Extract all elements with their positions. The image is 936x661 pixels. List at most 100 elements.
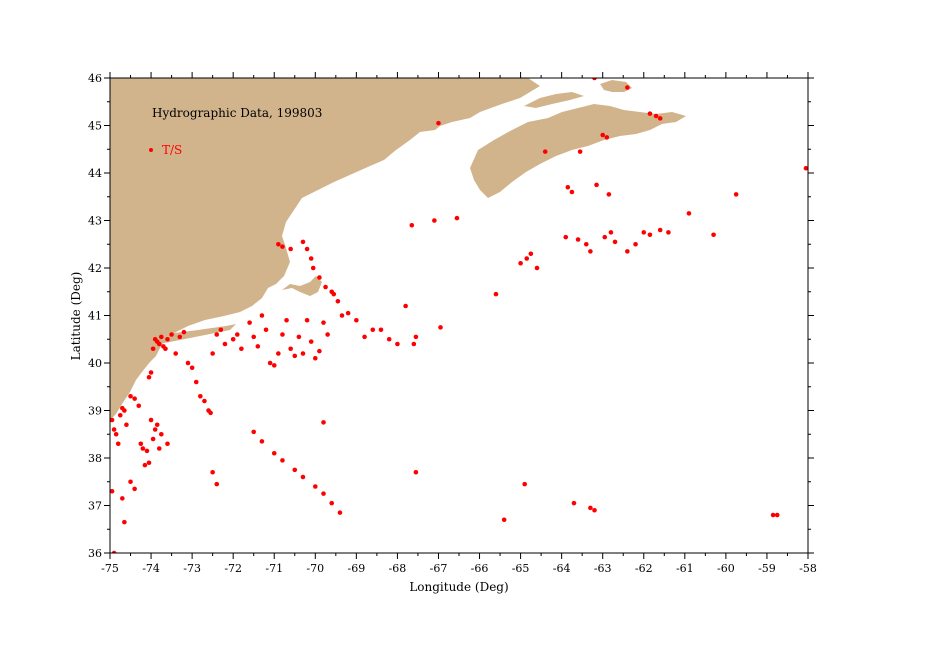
station-point	[288, 346, 293, 352]
station-point	[218, 327, 224, 333]
legend-label: T/S	[162, 143, 182, 157]
station-point	[255, 344, 261, 349]
station-point	[150, 346, 156, 352]
station-point	[234, 332, 240, 337]
station-point	[337, 510, 343, 515]
station-point	[733, 192, 739, 197]
station-point	[110, 417, 115, 423]
station-point	[600, 132, 606, 138]
station-point	[386, 336, 392, 342]
station-point	[156, 341, 162, 347]
y-tick-label: 46	[88, 72, 102, 85]
y-tick-label: 42	[88, 262, 102, 275]
station-point	[146, 374, 152, 380]
station-point	[436, 120, 441, 126]
y-axis-title: Latitude (Deg)	[69, 272, 83, 361]
station-point	[152, 427, 158, 432]
x-tick-label: -70	[306, 562, 324, 575]
station-point	[321, 420, 326, 425]
station-point	[657, 227, 663, 233]
x-tick-label: -59	[758, 562, 776, 575]
station-point	[565, 184, 571, 190]
station-point	[128, 393, 133, 399]
x-tick-label: -67	[430, 562, 448, 575]
station-point	[625, 249, 630, 254]
station-point	[132, 396, 137, 401]
station-point	[528, 251, 534, 257]
station-point	[165, 336, 170, 342]
station-point	[173, 351, 178, 356]
station-point	[378, 327, 384, 333]
station-point	[575, 237, 581, 242]
station-point	[198, 393, 203, 399]
station-point	[120, 496, 125, 501]
x-tick-label: -75	[101, 562, 119, 575]
station-point	[370, 327, 376, 333]
station-point	[354, 317, 359, 323]
x-tick-label: -71	[265, 562, 283, 575]
station-point	[159, 431, 164, 437]
x-tick-label: -58	[799, 562, 817, 575]
station-point	[280, 458, 285, 463]
y-tick-label: 37	[88, 500, 102, 513]
x-tick-label: -66	[471, 562, 489, 575]
station-point	[588, 249, 593, 254]
station-point	[300, 239, 306, 245]
station-point	[169, 332, 174, 337]
station-point	[522, 481, 527, 487]
station-point	[110, 488, 115, 494]
station-point	[339, 313, 345, 318]
station-point	[154, 422, 160, 428]
station-point	[602, 234, 608, 240]
station-point	[304, 317, 310, 323]
station-point	[230, 336, 236, 342]
x-tick-label: -61	[676, 562, 694, 575]
station-point	[641, 230, 647, 235]
station-point	[271, 450, 277, 456]
station-point	[185, 360, 191, 366]
station-point	[300, 474, 306, 480]
y-tick-label: 45	[88, 120, 102, 133]
station-point	[608, 230, 614, 235]
station-point	[534, 265, 540, 271]
station-point	[117, 412, 123, 418]
station-point	[317, 348, 322, 354]
land-cape-cod	[282, 276, 322, 296]
station-point	[583, 241, 589, 247]
station-point	[493, 291, 499, 297]
station-point	[666, 230, 671, 235]
station-point	[214, 332, 220, 337]
x-axis-title: Longitude (Deg)	[409, 580, 508, 594]
station-point	[409, 222, 415, 228]
station-point	[592, 78, 597, 81]
station-point	[122, 519, 127, 525]
station-point	[413, 469, 419, 475]
station-point	[312, 484, 318, 489]
station-point	[113, 431, 119, 437]
station-point	[308, 339, 314, 344]
y-tick-label: 40	[88, 357, 102, 370]
station-point	[189, 365, 195, 371]
station-point	[647, 111, 653, 116]
land-nova-scotia	[470, 104, 686, 198]
station-point	[276, 351, 281, 356]
station-point	[657, 116, 663, 121]
x-tick-label: -73	[183, 562, 201, 575]
station-point	[263, 327, 269, 333]
land-mainland	[110, 78, 540, 420]
station-point	[524, 256, 530, 261]
land-long-island	[154, 324, 236, 344]
station-point	[122, 408, 127, 413]
station-point	[518, 260, 523, 266]
station-point	[686, 211, 692, 216]
station-point	[592, 507, 597, 513]
plot-title: Hydrographic Data, 199803	[152, 106, 322, 120]
station-point	[292, 353, 298, 359]
station-point	[569, 189, 575, 195]
station-point	[563, 234, 569, 240]
station-point	[411, 341, 417, 347]
station-point	[362, 334, 367, 340]
station-point	[276, 241, 281, 247]
station-point	[214, 481, 220, 487]
